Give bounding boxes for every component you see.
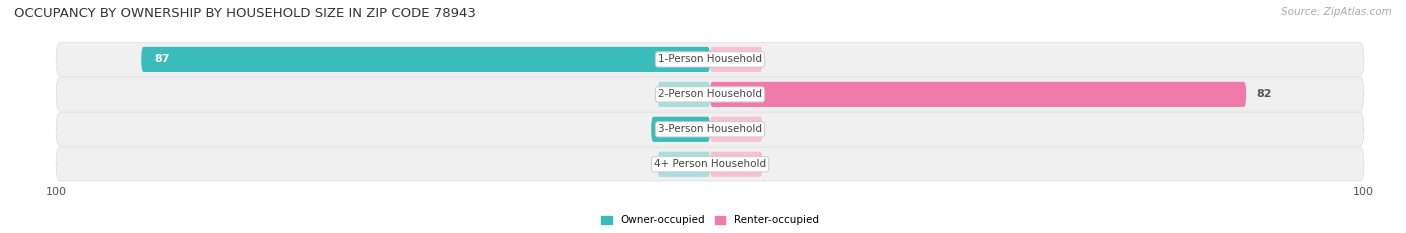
Text: 3-Person Household: 3-Person Household [658, 124, 762, 134]
Text: 9: 9 [664, 124, 672, 134]
Text: 0: 0 [689, 89, 697, 99]
Text: 2-Person Household: 2-Person Household [658, 89, 762, 99]
Text: 0: 0 [723, 124, 731, 134]
Text: OCCUPANCY BY OWNERSHIP BY HOUSEHOLD SIZE IN ZIP CODE 78943: OCCUPANCY BY OWNERSHIP BY HOUSEHOLD SIZE… [14, 7, 477, 20]
FancyBboxPatch shape [710, 82, 1246, 107]
FancyBboxPatch shape [651, 117, 710, 142]
Legend: Owner-occupied, Renter-occupied: Owner-occupied, Renter-occupied [598, 211, 823, 230]
Text: Source: ZipAtlas.com: Source: ZipAtlas.com [1281, 7, 1392, 17]
FancyBboxPatch shape [710, 117, 762, 142]
FancyBboxPatch shape [56, 78, 1364, 111]
FancyBboxPatch shape [141, 47, 710, 72]
FancyBboxPatch shape [658, 82, 710, 107]
Text: 82: 82 [1256, 89, 1271, 99]
FancyBboxPatch shape [710, 47, 762, 72]
Text: 0: 0 [689, 159, 697, 169]
Text: 87: 87 [155, 55, 170, 64]
Text: 1-Person Household: 1-Person Household [658, 55, 762, 64]
FancyBboxPatch shape [56, 113, 1364, 146]
FancyBboxPatch shape [710, 152, 762, 177]
Text: 0: 0 [723, 159, 731, 169]
FancyBboxPatch shape [56, 147, 1364, 181]
FancyBboxPatch shape [658, 152, 710, 177]
FancyBboxPatch shape [56, 43, 1364, 76]
Text: 0: 0 [723, 55, 731, 64]
Text: 4+ Person Household: 4+ Person Household [654, 159, 766, 169]
